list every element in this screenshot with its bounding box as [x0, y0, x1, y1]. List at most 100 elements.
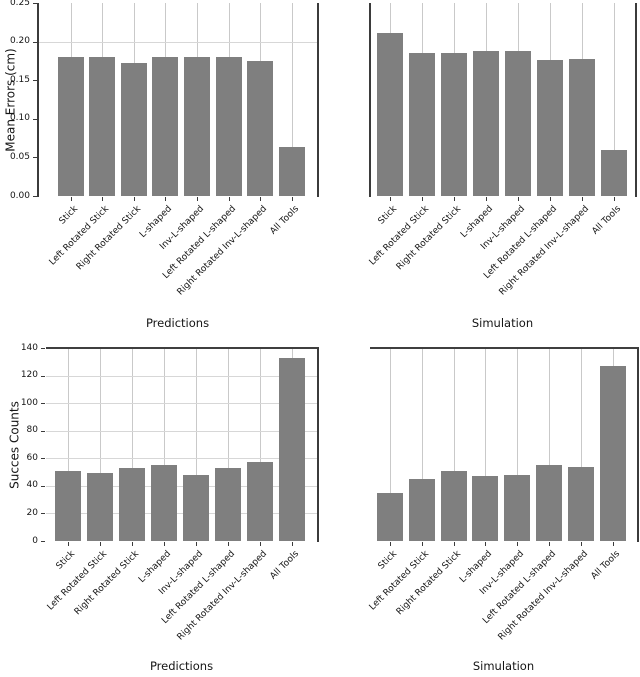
bar-right-rotated-inv-l-shaped [569, 59, 595, 196]
x-tick-mark [291, 197, 293, 201]
x-tick-mark [580, 542, 582, 546]
y-tick-mark [41, 485, 45, 487]
x-tick-mark [68, 542, 69, 546]
x-tick-label-inv-l-shaped: Inv-L-shaped [478, 549, 527, 597]
bar-stick [55, 470, 81, 541]
y-tick-label-0.20: 0.20 [9, 36, 30, 47]
gridline-vertical [421, 348, 423, 541]
y-tick-label-120: 120 [20, 370, 38, 381]
x-tick-mark [518, 197, 519, 201]
x-tick-label-right-rotated-stick: Right Rotated Stick [394, 549, 463, 618]
gridline-horizontal [46, 403, 317, 405]
x-tick-mark [196, 542, 197, 546]
x-tick-mark [260, 542, 261, 546]
bar-l-shaped [151, 465, 177, 541]
bar-l-shaped [472, 476, 499, 541]
x-tick-mark [165, 197, 167, 201]
x-tick-mark [517, 542, 519, 546]
x-tick-label-left-rotated-stick: Left Rotated Stick [367, 549, 431, 613]
gridline-horizontal [46, 458, 317, 460]
gridline-vertical [390, 348, 391, 541]
bar-left-rotated-l-shaped [215, 467, 241, 541]
x-axis-title-predictions: Predictions [149, 659, 214, 673]
y-tick-mark [33, 41, 37, 43]
bar-inv-l-shaped [183, 474, 209, 541]
x-tick-mark [102, 197, 104, 201]
bar-all-tools [279, 357, 305, 541]
x-tick-mark [549, 542, 550, 546]
gridline-horizontal [46, 430, 317, 432]
gridline-vertical [228, 348, 229, 541]
x-tick-mark [390, 197, 391, 201]
x-tick-mark [100, 542, 101, 546]
x-tick-mark [485, 542, 487, 546]
bar-left-rotated-stick [408, 478, 435, 541]
x-tick-mark [132, 542, 133, 546]
y-tick-label-100: 100 [20, 397, 38, 408]
x-tick-mark [196, 197, 198, 201]
axis-spine-right [635, 3, 637, 197]
y-tick-label-0.05: 0.05 [9, 151, 30, 162]
gridline-vertical [164, 348, 165, 541]
x-tick-label-stick: Stick [376, 549, 400, 572]
bar-right-rotated-inv-l-shaped [567, 466, 594, 541]
bar-stick [57, 57, 84, 196]
y-tick-label-80: 80 [26, 425, 38, 436]
x-axis-title-simulation: Simulation [471, 316, 534, 330]
bar-right-rotated-stick [119, 467, 145, 541]
gridline-vertical [100, 348, 101, 541]
y-tick-mark [41, 403, 45, 405]
axis-spine-right [637, 348, 639, 542]
y-tick-label-0.00: 0.00 [9, 190, 30, 201]
x-tick-mark [453, 542, 455, 546]
gridline-vertical [260, 348, 261, 541]
bar-inv-l-shaped [505, 50, 531, 196]
bar-right-rotated-inv-l-shaped [247, 60, 274, 196]
y-tick-label-60: 60 [26, 452, 38, 463]
x-tick-label-right-rotated-inv-l-shaped: Right Rotated Inv-L-shaped [496, 549, 590, 643]
gridline-vertical [485, 348, 487, 541]
y-tick-mark [33, 80, 37, 82]
bar-right-rotated-stick [441, 53, 467, 196]
y-tick-mark [33, 157, 37, 159]
x-tick-mark [582, 197, 583, 201]
x-tick-label-l-shaped: L-shaped [458, 549, 495, 586]
x-tick-mark [614, 197, 615, 201]
bar-all-tools [599, 365, 626, 541]
bar-stick [377, 33, 403, 196]
x-tick-mark [422, 197, 423, 201]
x-tick-mark [228, 197, 230, 201]
bar-all-tools [278, 147, 305, 196]
bar-right-rotated-stick [440, 470, 467, 541]
x-tick-mark [228, 542, 229, 546]
y-tick-mark [33, 118, 37, 120]
gridline-vertical [517, 348, 519, 541]
x-tick-mark [133, 197, 135, 201]
y-tick-label-140: 140 [20, 342, 38, 353]
x-tick-mark [70, 197, 72, 201]
x-tick-label-left-rotated-l-shaped: Left Rotated L-shaped [481, 549, 559, 626]
x-tick-mark [164, 542, 165, 546]
x-tick-mark [612, 542, 614, 546]
gridline-vertical [614, 3, 615, 196]
bar-left-rotated-l-shaped [537, 60, 563, 196]
y-tick-mark [41, 348, 45, 349]
gridline-horizontal [46, 375, 317, 377]
bar-inv-l-shaped [504, 474, 531, 541]
axis-top-rule [46, 347, 319, 349]
x-tick-mark [292, 542, 293, 546]
y-tick-mark [33, 196, 37, 197]
axis-top-rule [370, 347, 639, 349]
gridline-vertical [580, 348, 582, 541]
bar-inv-l-shaped [183, 57, 210, 196]
bar-left-rotated-l-shaped [536, 465, 562, 541]
y-tick-mark [33, 3, 37, 4]
y-tick-mark [41, 430, 45, 432]
y-tick-mark [41, 541, 45, 542]
y-tick-label-20: 20 [26, 507, 38, 518]
bar-left-rotated-stick [87, 473, 113, 541]
x-tick-mark [421, 542, 423, 546]
